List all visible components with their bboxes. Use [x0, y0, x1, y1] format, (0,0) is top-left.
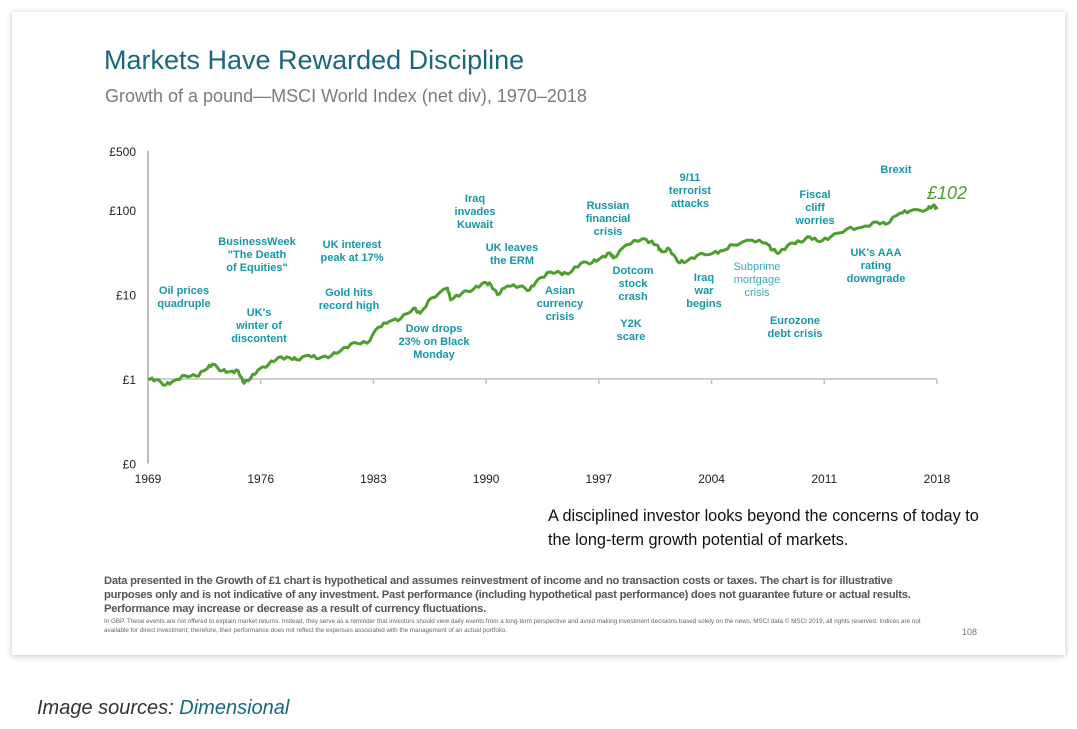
y-tick-label: £100	[109, 204, 136, 218]
slide	[12, 12, 1065, 655]
annotation-black-monday: Dow drops 23% on Black Monday	[398, 323, 470, 361]
x-tick-label: 1976	[247, 472, 274, 486]
x-tick-label: 2004	[698, 472, 725, 486]
y-tick-labels: £0 £1 £10 £100 £500	[109, 145, 136, 472]
x-tick-label: 1997	[586, 472, 613, 486]
x-tick-label: 2018	[924, 472, 951, 486]
image-source-label: Image sources:	[37, 697, 180, 719]
y-tick-label: £0	[123, 458, 137, 472]
annotation-uk-aaa: UK's AAA rating downgrade	[846, 247, 906, 285]
annotation-asian-crisis: Asian currency crisis	[536, 285, 584, 323]
y-tick-label: £10	[116, 289, 136, 303]
growth-line	[147, 203, 939, 387]
annotation-y2k: Y2K scare	[616, 318, 646, 343]
x-tick-label: 2011	[811, 472, 837, 486]
annotation-fiscal-cliff: Fiscal cliff worries	[795, 189, 835, 227]
annotation-erm: UK leaves the ERM	[485, 242, 539, 267]
disclaimer: Data presented in the Growth of £1 chart…	[104, 575, 911, 615]
image-source: Image sources: Dimensional	[37, 697, 289, 720]
annotation-winter-of-discontent: UK's winter of discontent	[231, 307, 287, 345]
x-tick-label: 1990	[473, 472, 500, 486]
slide-subtitle: Growth of a pound—MSCI World Index (net …	[105, 86, 587, 106]
x-tick-labels: 1969 1976 1983 1990 1997 2004 2011 2018	[135, 472, 951, 486]
annotation-eurozone: Eurozone debt crisis	[767, 315, 823, 340]
annotation-subprime: Subprime mortgage crisis	[733, 261, 781, 299]
chart-axes	[147, 150, 938, 464]
page-number: 108	[962, 627, 978, 637]
annotation-iraq-war: Iraq war begins	[686, 272, 722, 310]
annotation-brexit: Brexit	[880, 164, 912, 176]
slide-title: Markets Have Rewarded Discipline	[104, 45, 525, 75]
y-tick-label: £500	[109, 145, 136, 159]
annotation-9-11: 9/11 terrorist attacks	[668, 172, 712, 210]
end-value-label: £102	[927, 183, 968, 203]
fine-print: In GBP. These events are not offered to …	[104, 618, 921, 634]
x-tick-label: 1983	[360, 472, 387, 486]
annotation-businessweek: BusinessWeek "The Death of Equities"	[218, 236, 296, 274]
annotation-gold: Gold hits record high	[318, 287, 380, 312]
annotation-russian-crisis: Russian financial crisis	[585, 200, 631, 238]
annotation-uk-interest: UK interest peak at 17%	[320, 239, 384, 264]
annotation-oil-prices: Oil prices quadruple	[157, 285, 211, 310]
y-tick-label: £1	[123, 373, 137, 387]
annotation-dotcom: Dotcom stock crash	[612, 265, 654, 303]
quote-text: A disciplined investor looks beyond the …	[548, 507, 979, 549]
x-tick-label: 1969	[135, 472, 162, 486]
annotation-iraq-kuwait: Iraq invades Kuwait	[454, 193, 496, 231]
image-source-name: Dimensional	[179, 697, 290, 719]
